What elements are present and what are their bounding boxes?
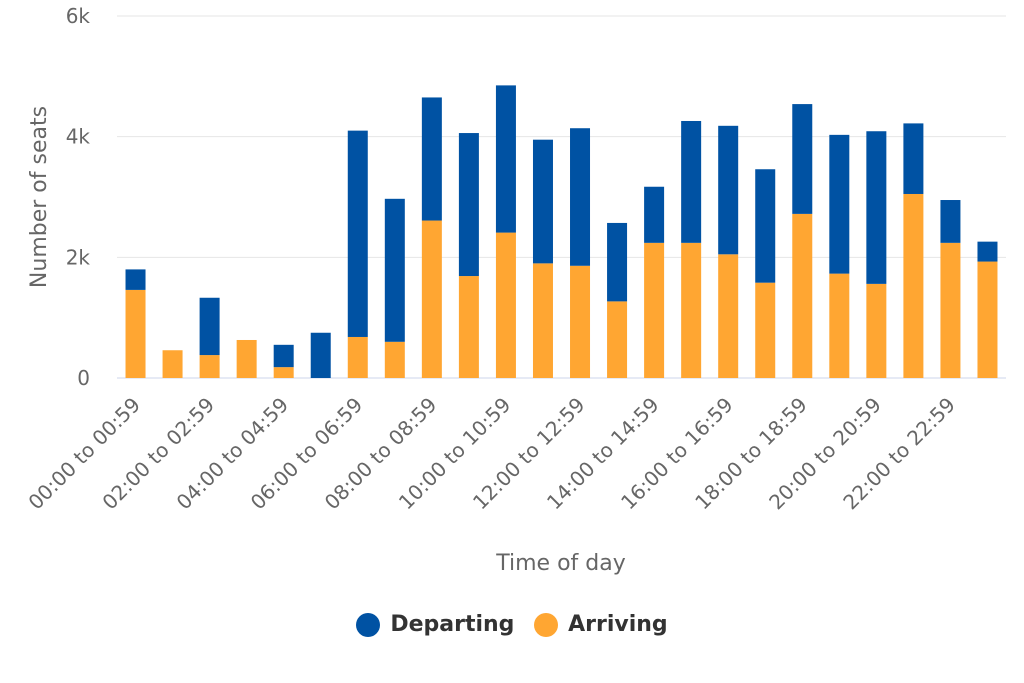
legend-swatch-arriving (534, 612, 559, 637)
bar-departing[interactable] (977, 241, 998, 262)
bar-arriving[interactable] (755, 282, 776, 378)
bar-departing[interactable] (273, 344, 294, 368)
legend-label-arriving: Arriving (568, 612, 668, 637)
bar-departing[interactable] (532, 139, 553, 264)
bar-arriving[interactable] (421, 220, 442, 378)
bars (125, 85, 998, 378)
bar-arriving[interactable] (866, 283, 887, 378)
y-tick-label: 0 (77, 366, 90, 390)
bar-departing[interactable] (570, 128, 591, 266)
bar-arriving[interactable] (199, 355, 220, 378)
bar-departing[interactable] (903, 123, 924, 194)
legend-label-departing: Departing (390, 612, 515, 637)
bar-arriving[interactable] (977, 261, 998, 378)
bar-departing[interactable] (792, 104, 813, 214)
bar-departing[interactable] (755, 169, 776, 283)
bar-departing[interactable] (199, 297, 220, 356)
bar-arriving[interactable] (347, 336, 368, 378)
bar-departing[interactable] (347, 130, 368, 337)
bar-arriving[interactable] (570, 265, 591, 378)
bar-departing[interactable] (495, 85, 516, 233)
bar-arriving[interactable] (718, 254, 739, 378)
bar-departing[interactable] (421, 97, 442, 221)
bar-arriving[interactable] (495, 232, 516, 378)
bar-departing[interactable] (866, 131, 887, 284)
bar-arriving[interactable] (681, 242, 702, 378)
y-axis-title: Number of seats (27, 106, 52, 288)
gridlines (117, 15, 1006, 379)
y-tick-label: 4k (66, 125, 91, 149)
bar-arriving[interactable] (273, 367, 294, 378)
bar-departing[interactable] (718, 125, 739, 255)
x-axis-title: Time of day (495, 551, 626, 576)
legend-item-arriving[interactable]: Arriving (534, 612, 668, 637)
bar-arriving[interactable] (644, 242, 665, 378)
bar-departing[interactable] (644, 186, 665, 243)
bar-arriving[interactable] (236, 339, 257, 378)
bar-arriving[interactable] (607, 301, 628, 378)
y-tick-label: 2k (66, 245, 91, 269)
legend-swatch-departing (356, 612, 381, 637)
bar-departing[interactable] (940, 200, 961, 243)
bar-arriving[interactable] (125, 289, 146, 378)
y-tick-label: 6k (66, 4, 91, 28)
bar-arriving[interactable] (458, 276, 479, 378)
legend: Departing Arriving (0, 612, 1024, 643)
bar-departing[interactable] (829, 134, 850, 274)
bar-arriving[interactable] (532, 263, 553, 378)
bar-departing[interactable] (125, 269, 146, 290)
bar-departing[interactable] (384, 198, 405, 342)
bar-arriving[interactable] (162, 350, 183, 378)
bar-arriving[interactable] (384, 341, 405, 378)
bar-departing[interactable] (310, 332, 331, 378)
bar-arriving[interactable] (940, 242, 961, 378)
bar-arriving[interactable] (829, 273, 850, 378)
legend-item-departing[interactable]: Departing (356, 612, 514, 637)
bar-departing[interactable] (681, 120, 702, 243)
bar-departing[interactable] (607, 222, 628, 302)
bar-departing[interactable] (458, 133, 479, 277)
y-axis-ticks: 0 2k 4k 6k (66, 4, 91, 390)
bar-arriving[interactable] (903, 193, 924, 378)
bar-arriving[interactable] (792, 213, 813, 378)
